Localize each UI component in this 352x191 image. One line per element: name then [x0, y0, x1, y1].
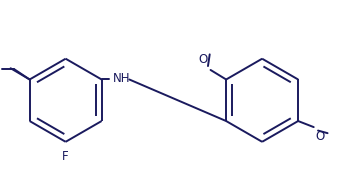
Text: NH: NH — [113, 72, 130, 85]
Text: O: O — [315, 130, 325, 143]
Text: F: F — [62, 150, 69, 163]
Text: O: O — [199, 53, 208, 66]
